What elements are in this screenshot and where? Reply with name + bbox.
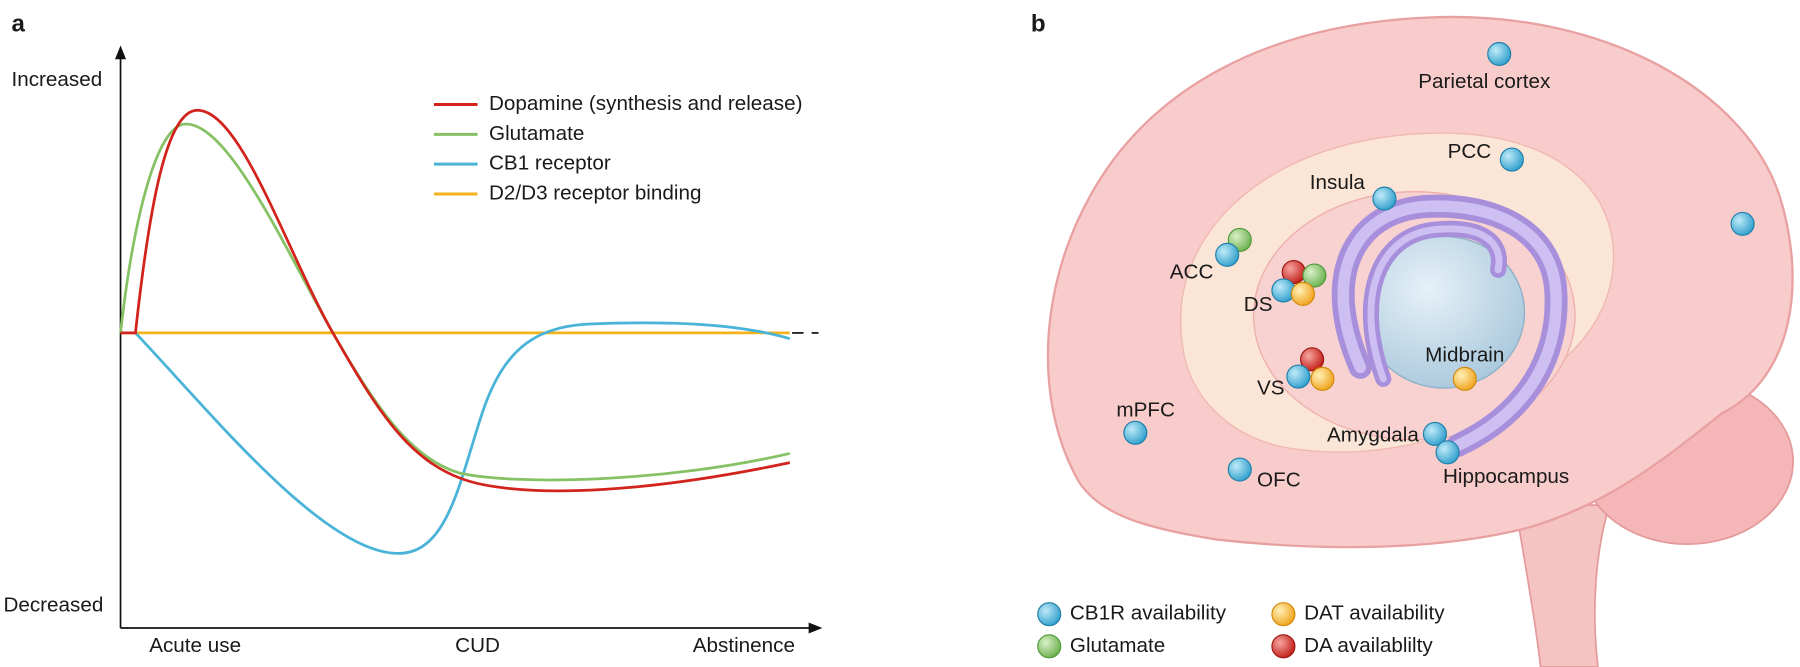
legend-label: D2/D3 receptor binding (489, 181, 701, 204)
fornix-inner-highlight (1367, 225, 1503, 383)
marker (1286, 364, 1311, 389)
marker (1300, 347, 1325, 372)
marker (1487, 41, 1512, 67)
marker (1452, 366, 1477, 391)
x-axis-label: Acute use (149, 634, 241, 657)
marker (1215, 242, 1240, 267)
legend-marker (1037, 602, 1062, 627)
region-label: Midbrain (1425, 343, 1504, 366)
region-label: Hippocampus (1443, 465, 1569, 488)
cb1-curve (134, 321, 791, 555)
marker (1227, 457, 1252, 482)
legend-label: CB1R availability (1070, 602, 1227, 625)
legend: Dopamine (synthesis and release) Glutamat… (433, 92, 802, 204)
region-label: ACC (1170, 261, 1214, 284)
region-label: DS (1244, 293, 1273, 316)
legend-label: DAT availability (1304, 602, 1445, 625)
x-axis-label: Abstinence (693, 634, 795, 657)
brainstem (1514, 504, 1611, 667)
legend-marker (1271, 634, 1296, 659)
x-axis-label: CUD (455, 634, 500, 657)
marker (1499, 147, 1524, 172)
marker (1730, 211, 1755, 236)
legend-label: Dopamine (synthesis and release) (489, 92, 802, 115)
region-label: Insula (1310, 171, 1366, 194)
marker (1310, 366, 1335, 391)
region-label: Amygdala (1327, 424, 1419, 447)
marker (1302, 263, 1327, 288)
fornix-highlight (1337, 200, 1562, 452)
region-label: VS (1257, 377, 1285, 400)
marker (1435, 440, 1460, 465)
marker (1123, 420, 1148, 445)
panel-label: b (1031, 11, 1046, 38)
legend-marker (1271, 602, 1296, 627)
legend-label: DA availablilty (1304, 634, 1433, 657)
dopamine-curve (120, 108, 791, 493)
panel-label: a (11, 11, 25, 38)
legend-label: CB1 receptor (489, 152, 611, 175)
marker (1372, 186, 1397, 211)
legend-label: Glutamate (489, 122, 584, 145)
marker (1422, 421, 1448, 447)
marker (1290, 281, 1315, 306)
region-label: Parietal cortex (1418, 70, 1551, 93)
region-label: mPFC (1116, 398, 1175, 421)
region-label: OFC (1257, 468, 1301, 491)
region-label: PCC (1448, 140, 1492, 163)
legend-label: Glutamate (1070, 634, 1165, 657)
y-axis-top-label: Increased (11, 68, 102, 91)
y-axis-bottom-label: Decreased (3, 594, 103, 617)
legend-marker (1037, 634, 1062, 659)
